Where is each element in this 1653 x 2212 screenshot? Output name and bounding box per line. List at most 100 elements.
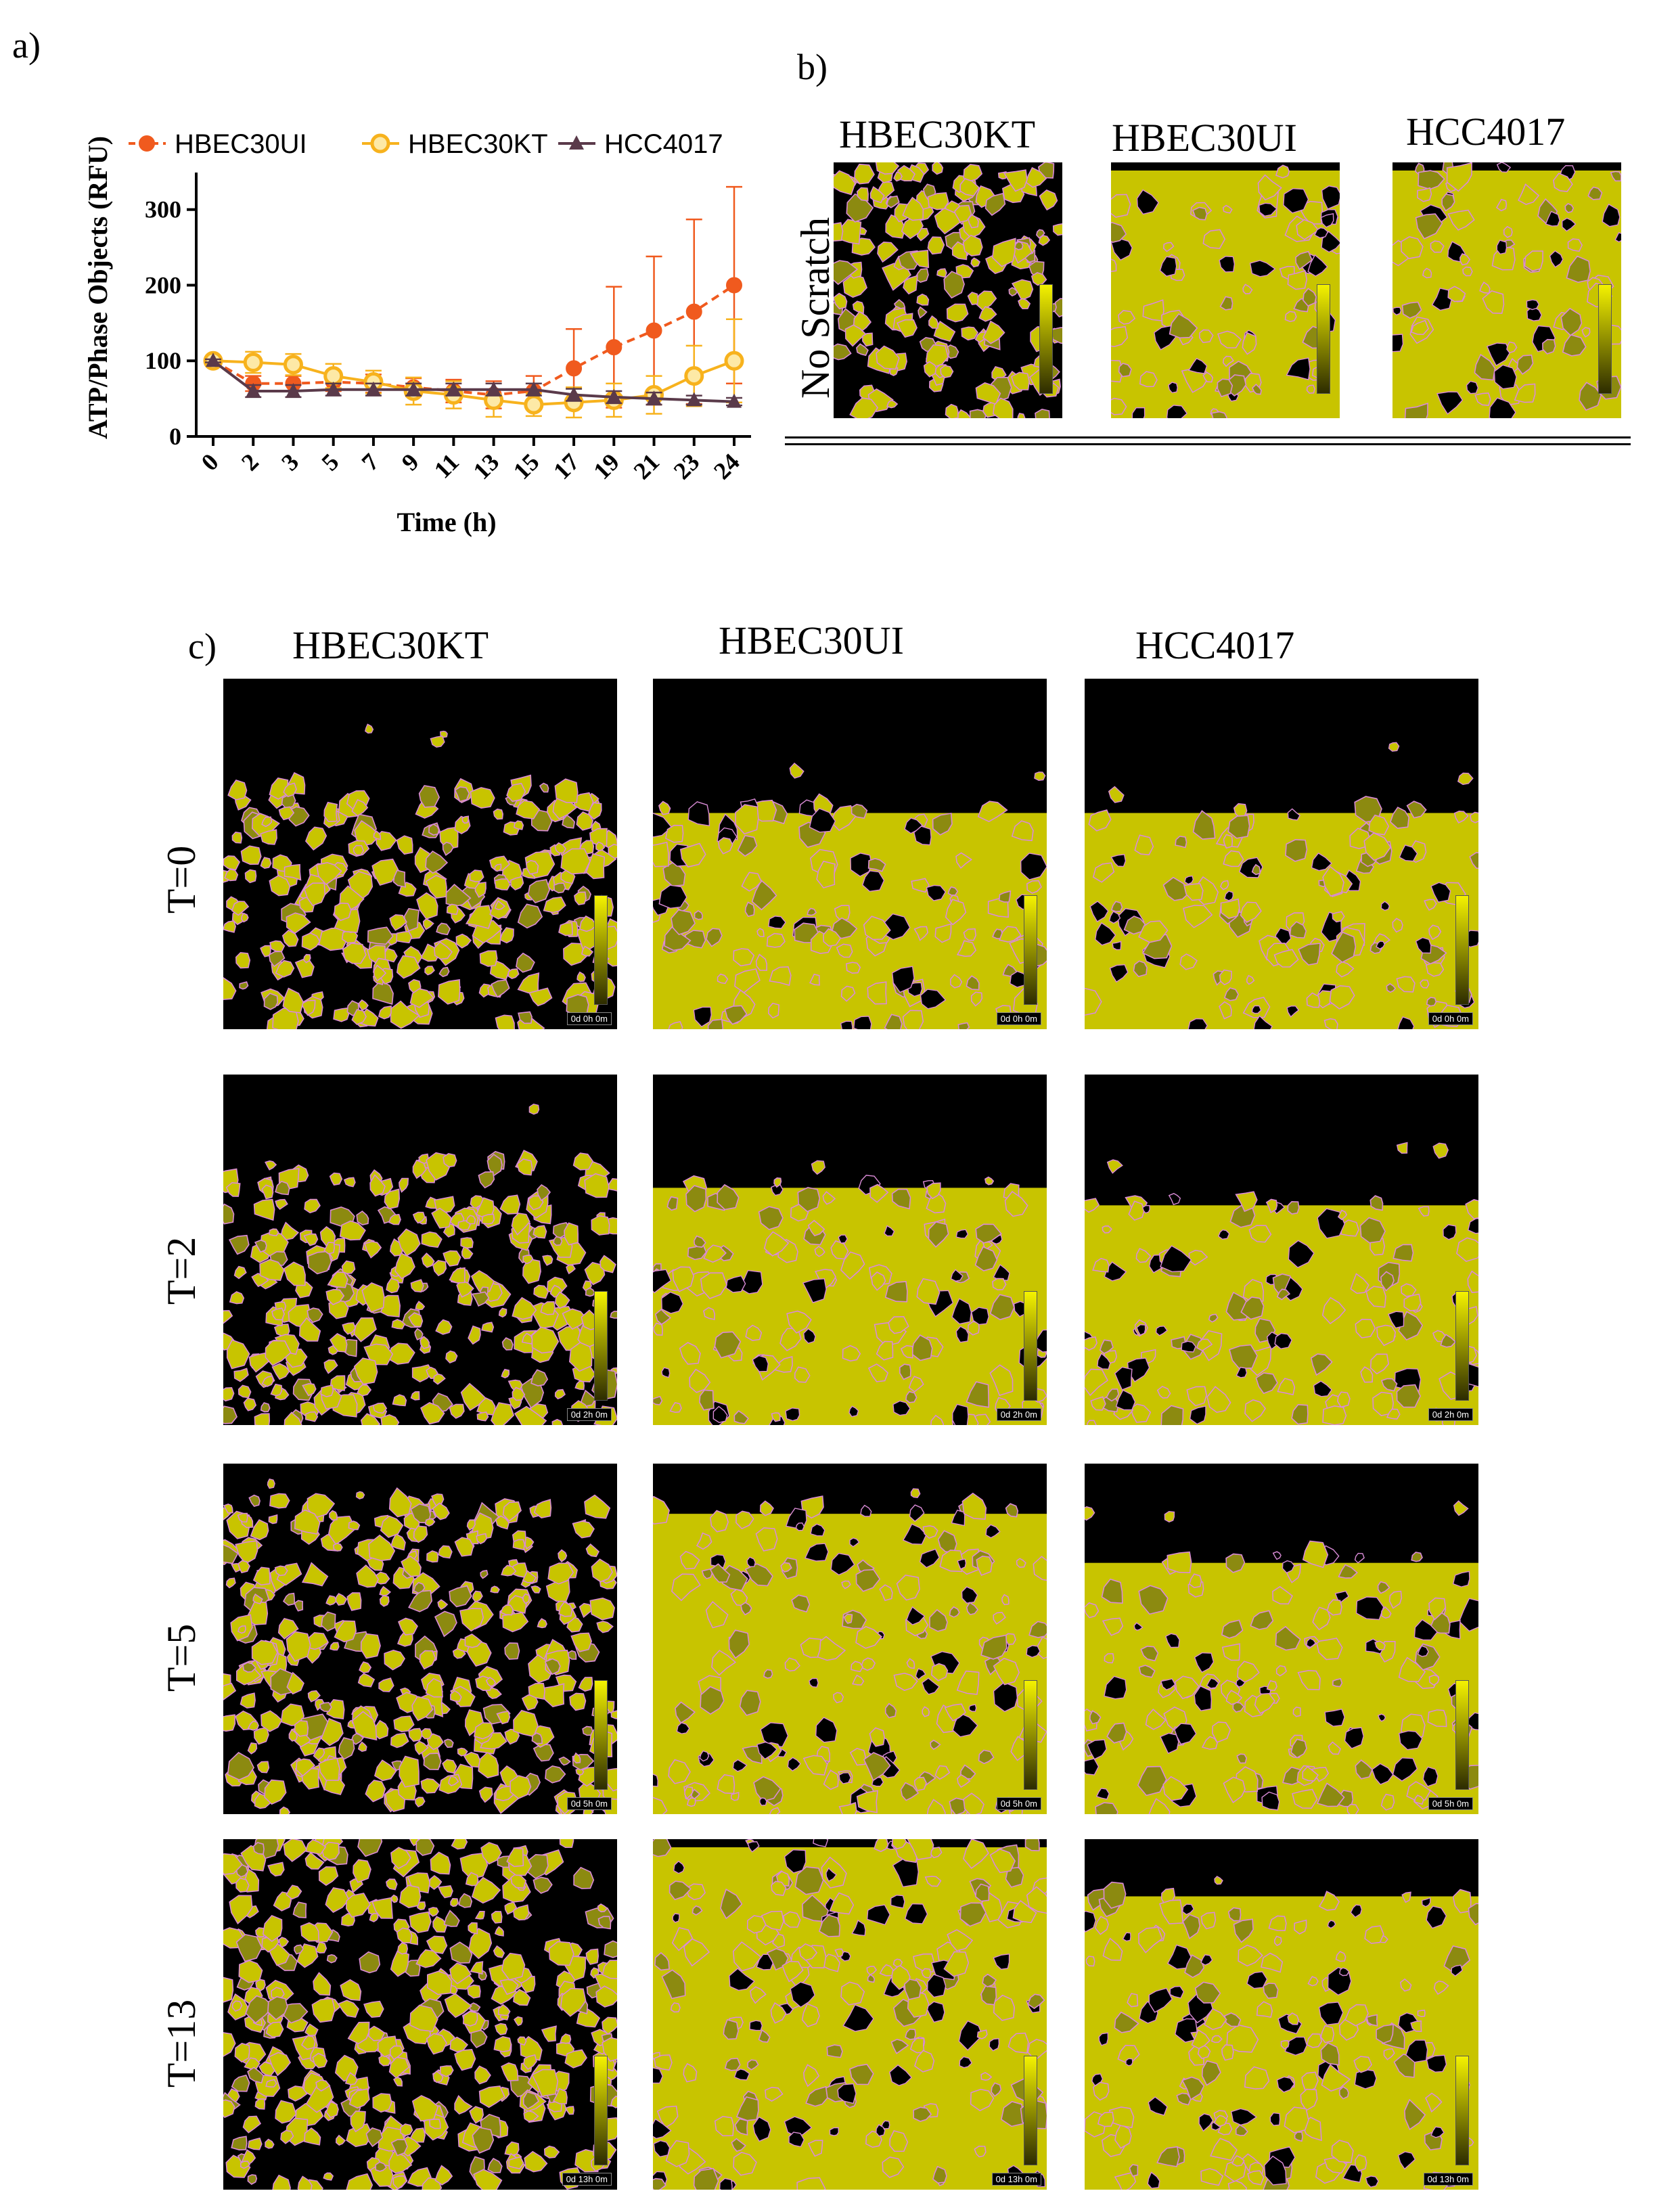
data-point <box>325 381 341 396</box>
data-point <box>684 366 704 386</box>
panel-b-row-label: No Scratch <box>793 217 838 399</box>
x-tick-label: 7 <box>357 448 384 476</box>
intensity-scale-bar <box>594 2056 608 2165</box>
timestamp-label: 0d 5h 0m <box>1428 1797 1473 1810</box>
data-point <box>606 388 622 403</box>
x-tick-label: 17 <box>548 448 585 484</box>
x-tick-label: 3 <box>276 448 304 476</box>
micrograph-no-scratch-hbec30kt <box>834 162 1062 418</box>
micrograph-t13-hcc4017: 0d 13h 0m <box>1085 1839 1478 2190</box>
timestamp-label: 0d 5h 0m <box>566 1797 612 1810</box>
timestamp-label: 0d 2h 0m <box>1428 1408 1473 1421</box>
chart-legend: HBEC30UI HBEC30KT HCC4017 <box>129 129 723 159</box>
intensity-scale-bar <box>1455 1291 1469 1401</box>
panel-label-a: a) <box>12 25 41 66</box>
x-tick-label: 5 <box>316 448 344 476</box>
micrograph-t0-hbec30ui: 0d 0h 0m <box>653 679 1047 1029</box>
intensity-scale-bar <box>594 1680 608 1790</box>
intensity-scale-bar <box>1317 284 1330 394</box>
intensity-scale-bar <box>1455 2056 1469 2165</box>
micrograph-t2-hbec30ui: 0d 2h 0m <box>653 1075 1047 1425</box>
micrograph-no-scratch-hcc4017 <box>1392 162 1621 418</box>
micrograph-texture <box>1085 1839 1478 2190</box>
micrograph-t13-hbec30ui: 0d 13h 0m <box>653 1839 1047 2190</box>
data-point <box>686 392 702 407</box>
micrograph-texture <box>223 1464 617 1814</box>
micrograph-t5-hbec30kt: 0d 5h 0m <box>223 1464 617 1814</box>
intensity-scale-bar <box>1039 284 1053 394</box>
panel-label-b: b) <box>797 47 828 87</box>
micrograph-t5-hbec30ui: 0d 5h 0m <box>653 1464 1047 1814</box>
data-point <box>566 360 583 377</box>
data-point <box>724 351 744 371</box>
data-point <box>283 355 303 375</box>
panel-b-header-hcc4017: HCC4017 <box>1406 110 1566 154</box>
y-tick-label: 300 <box>145 196 181 223</box>
x-tick-label: 19 <box>588 448 625 484</box>
data-point <box>286 382 301 397</box>
intensity-scale-bar <box>1024 2056 1037 2165</box>
intensity-scale-bar <box>594 895 608 1005</box>
panel-label-c: c) <box>188 626 217 667</box>
data-point <box>206 353 221 367</box>
intensity-scale-bar <box>1455 1680 1469 1790</box>
data-point <box>246 382 261 397</box>
timestamp-label: 0d 13h 0m <box>1423 2173 1473 2186</box>
micrograph-t5-hcc4017: 0d 5h 0m <box>1085 1464 1478 1814</box>
data-point <box>406 381 422 396</box>
x-tick-label: 13 <box>468 448 505 484</box>
legend-marker <box>569 135 584 150</box>
legend-label: HBEC30KT <box>408 129 548 159</box>
row-label-t0: T=0 <box>159 845 204 914</box>
data-point <box>365 381 381 396</box>
x-tick-label: 11 <box>429 448 464 483</box>
x-tick-label: 2 <box>236 448 264 476</box>
micrograph-texture <box>223 1075 617 1425</box>
intensity-scale-bar <box>1024 895 1037 1005</box>
timestamp-label: 0d 2h 0m <box>996 1408 1041 1421</box>
row-label-t13: T=13 <box>159 1999 204 2088</box>
intensity-scale-bar <box>1455 895 1469 1005</box>
divider-rule-top <box>785 436 1631 438</box>
micrograph-t2-hcc4017: 0d 2h 0m <box>1085 1075 1478 1425</box>
micrograph-texture <box>1085 1464 1478 1814</box>
panel-c-header-hbec30ui: HBEC30UI <box>719 618 904 662</box>
micrograph-t2-hbec30kt: 0d 2h 0m <box>223 1075 617 1425</box>
micrograph-texture <box>1085 1075 1478 1425</box>
y-tick-label: 200 <box>145 271 181 298</box>
micrograph-texture <box>1392 162 1621 418</box>
data-point <box>526 381 541 396</box>
y-tick-label: 0 <box>169 423 181 450</box>
micrograph-texture <box>653 1839 1047 2190</box>
y-axis-title: ATP/Phase Objects (RFU) <box>83 136 113 439</box>
row-label-t5: T=5 <box>159 1623 204 1692</box>
timestamp-label: 0d 13h 0m <box>991 2173 1041 2186</box>
series-HCC4017 <box>205 353 742 408</box>
data-point <box>524 394 544 415</box>
data-point <box>446 381 461 396</box>
data-point <box>486 381 501 396</box>
intensity-scale-bar <box>1024 1291 1037 1401</box>
data-point <box>726 277 742 294</box>
legend-marker <box>139 135 155 152</box>
panel-c-header-hbec30kt: HBEC30KT <box>292 623 489 667</box>
x-axis-title: Time (h) <box>397 507 496 537</box>
x-tick-label: 0 <box>196 448 224 476</box>
data-point <box>243 352 263 372</box>
intensity-scale-bar <box>1598 284 1612 394</box>
x-tick-label: 15 <box>508 448 545 484</box>
data-point <box>646 390 662 405</box>
data-point <box>606 339 622 356</box>
x-tick-label: 23 <box>669 448 705 484</box>
micrograph-no-scratch-hbec30ui <box>1111 162 1340 418</box>
timestamp-label: 0d 5h 0m <box>996 1797 1041 1810</box>
chart-series <box>203 185 744 419</box>
y-tick-label: 100 <box>145 347 181 374</box>
x-tick-label: 24 <box>708 448 745 484</box>
data-point <box>685 303 702 320</box>
micrograph-texture <box>834 162 1062 418</box>
intensity-scale-bar <box>1024 1680 1037 1790</box>
legend-marker <box>370 133 390 154</box>
data-point <box>646 322 662 339</box>
timestamp-label: 0d 0h 0m <box>566 1012 612 1025</box>
